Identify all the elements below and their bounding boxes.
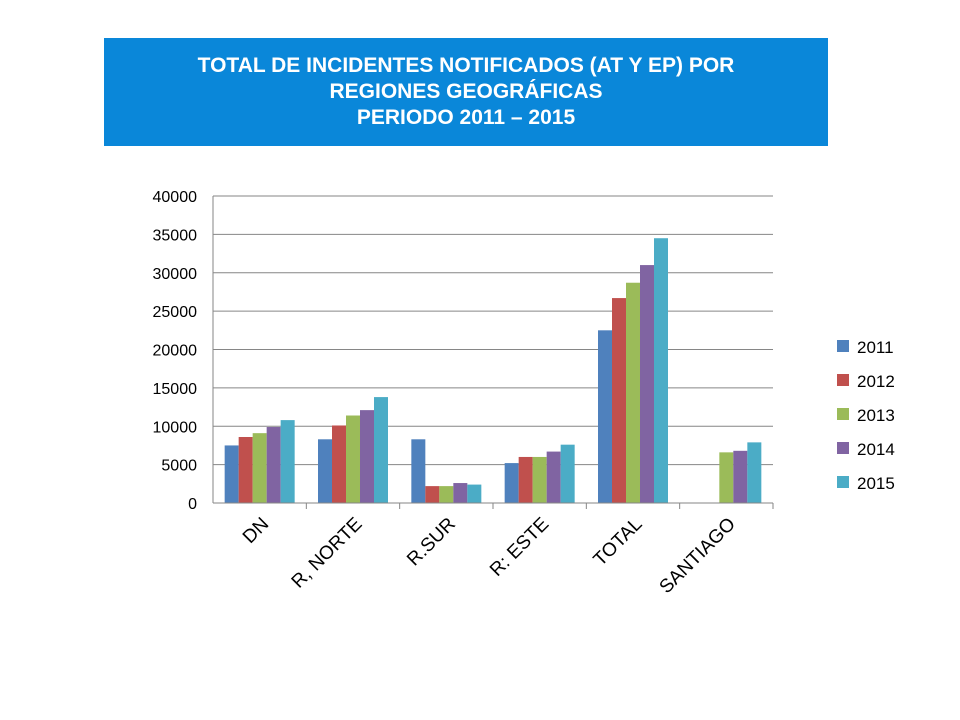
- bar-total-2014: [640, 265, 654, 503]
- bar-total-2011: [598, 330, 612, 503]
- x-category-label: TOTAL: [590, 514, 647, 571]
- y-tick-labels: 0 5000 10000 15000 20000 25000 30000 35000 40000: [153, 189, 198, 513]
- bar-santiago-2015: [747, 442, 762, 503]
- bar-r-sur-2012: [425, 486, 440, 503]
- bars: [224, 238, 762, 503]
- y-tick-label: 25000: [153, 304, 198, 321]
- axes: [212, 196, 774, 509]
- x-category-label: R.SUR: [403, 514, 460, 571]
- legend-swatch: [837, 408, 849, 420]
- y-tick-label: 30000: [153, 266, 198, 283]
- bar-r-norte-2014: [360, 410, 374, 503]
- bar-santiago-2013: [719, 452, 734, 503]
- title-line-3: PERIODO 2011 – 2015: [356, 106, 576, 129]
- bar-santiago-2014: [733, 450, 748, 503]
- x-category-label: DN: [239, 514, 273, 548]
- bar-r-sur-2014: [453, 483, 468, 503]
- x-category-label: R: ESTE: [486, 514, 553, 581]
- legend-label: 2011: [857, 338, 894, 357]
- legend-swatch: [837, 374, 849, 386]
- slide-title: TOTAL DE INCIDENTES NOTIFICADOS (AT Y EP…: [104, 38, 828, 146]
- bar-r-este-2014: [546, 451, 561, 503]
- legend-swatch: [837, 476, 849, 488]
- bar-r-este-2012: [518, 456, 533, 503]
- y-tick-label: 5000: [161, 458, 197, 475]
- legend-label: 2013: [857, 406, 895, 425]
- bar-r-norte-2015: [374, 397, 388, 503]
- legend-swatch: [837, 340, 849, 352]
- x-category-label: SANTIAGO: [656, 514, 740, 598]
- legend-swatch: [837, 442, 849, 454]
- y-tick-label: 35000: [153, 227, 198, 244]
- y-tick-label: 40000: [153, 189, 198, 206]
- bar-total-2015: [654, 238, 668, 503]
- x-category-labels: DN R, NORTE R.SUR R: ESTE TOTAL SANTIAGO: [239, 514, 740, 598]
- bar-r-sur-2013: [439, 486, 454, 503]
- bar-r-norte-2012: [332, 425, 346, 503]
- y-tick-label: 20000: [153, 343, 198, 360]
- x-category-label: R, NORTE: [288, 514, 367, 593]
- y-tick-label: 0: [188, 496, 197, 513]
- y-tick-label: 10000: [153, 419, 198, 436]
- bar-r-sur-2011: [411, 439, 426, 503]
- bar-dn-2013: [252, 433, 267, 503]
- bar-r-sur-2015: [467, 484, 482, 503]
- bar-r-este-2011: [504, 463, 519, 503]
- bar-r-norte-2011: [318, 439, 332, 503]
- bar-total-2013: [626, 282, 640, 503]
- bar-dn-2014: [266, 427, 281, 503]
- bar-dn-2012: [238, 436, 253, 503]
- bar-r-norte-2013: [346, 415, 360, 503]
- bar-dn-2011: [224, 445, 239, 503]
- legend-label: 2012: [857, 372, 895, 391]
- legend-label: 2015: [857, 474, 895, 493]
- title-line-1: TOTAL DE INCIDENTES NOTIFICADOS (AT Y EP…: [197, 54, 735, 77]
- bar-r-este-2015: [560, 444, 575, 503]
- title-line-2: REGIONES GEOGRÁFICAS: [329, 80, 603, 103]
- legend: 2011 2012 2013 2014 2015: [837, 338, 895, 493]
- bar-total-2012: [612, 298, 626, 503]
- gridlines: [213, 195, 773, 504]
- bar-dn-2015: [280, 420, 295, 503]
- legend-label: 2014: [857, 440, 895, 459]
- bar-r-este-2013: [532, 456, 547, 503]
- y-tick-label: 15000: [153, 381, 198, 398]
